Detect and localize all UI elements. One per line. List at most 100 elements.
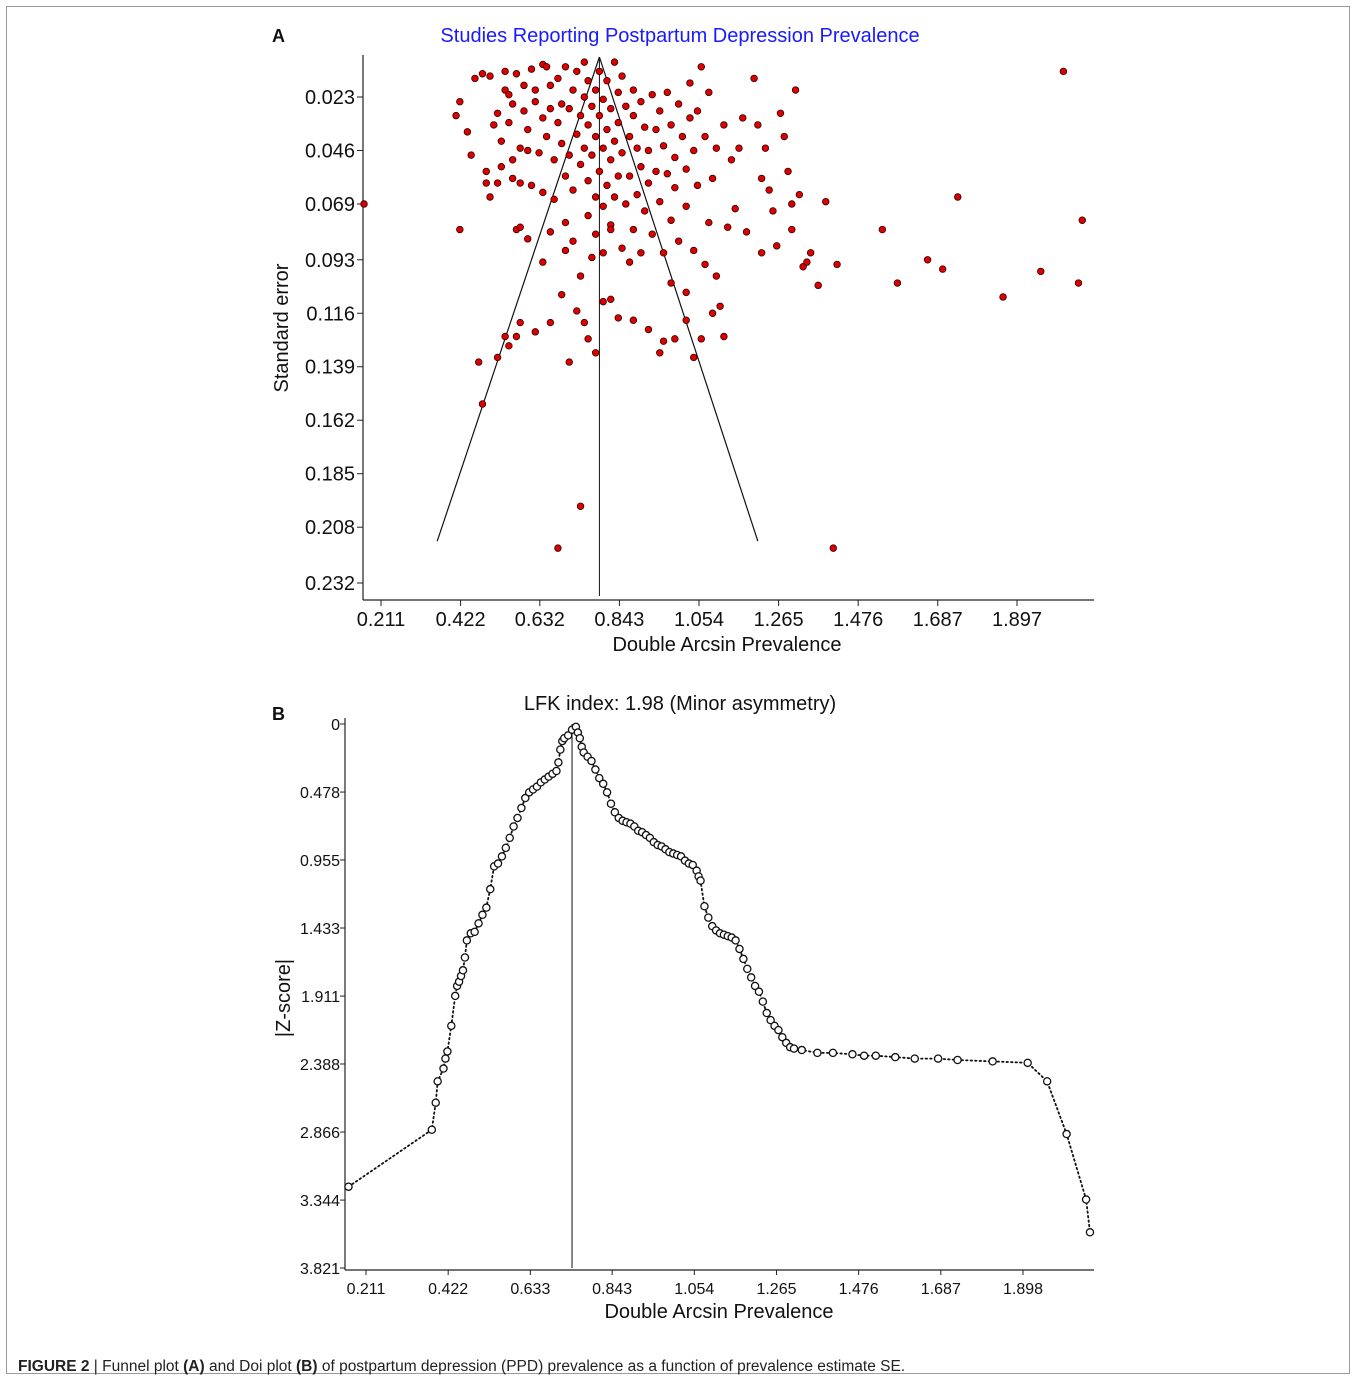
doi-point <box>700 901 709 911</box>
study-point <box>452 111 460 120</box>
panel-b-y-tick-label: 3.344 <box>300 1193 340 1210</box>
doi-point <box>443 1047 452 1056</box>
study-point <box>524 235 532 243</box>
study-point <box>588 253 596 262</box>
study-point <box>682 165 690 173</box>
study-point <box>690 246 698 255</box>
study-point <box>550 195 558 204</box>
panel-a-x-tick-label: 1.687 <box>913 609 963 631</box>
panel-b-y-tick-label: 0 <box>331 717 340 734</box>
study-point <box>637 163 645 171</box>
study-point <box>478 400 487 408</box>
study-point <box>742 228 751 236</box>
study-point <box>561 172 570 180</box>
study-point <box>493 179 502 187</box>
study-point <box>497 137 506 145</box>
caption-ref-a: (A) <box>183 1358 205 1375</box>
study-point <box>584 77 592 85</box>
caption-text-2: and Doi plot <box>204 1358 296 1375</box>
doi-point <box>447 1021 456 1031</box>
study-point <box>360 200 368 208</box>
study-point <box>482 179 490 187</box>
doi-point <box>575 733 585 743</box>
study-point <box>644 146 653 155</box>
study-point <box>701 132 709 141</box>
study-point <box>508 100 517 108</box>
panel-a-y-tick-label: 0.023 <box>305 87 355 109</box>
study-point <box>531 328 539 336</box>
doi-point <box>606 799 616 808</box>
study-point <box>622 200 630 208</box>
figure-frame <box>6 6 1350 1374</box>
panel-b-x-tick-label: 1.898 <box>1003 1281 1043 1298</box>
study-point <box>595 67 604 76</box>
study-point <box>595 111 604 120</box>
study-point <box>527 65 536 73</box>
study-point <box>505 118 513 127</box>
panel-b-y-tick-label: 0.478 <box>300 785 340 802</box>
study-point <box>603 181 611 190</box>
panel-b-x-tick-label: 1.265 <box>756 1281 796 1298</box>
doi-point <box>497 852 507 861</box>
doi-point <box>871 1051 881 1060</box>
doi-point <box>1042 1077 1052 1086</box>
study-point <box>629 225 638 234</box>
caption-text-3: of postpartum depression (PPD) prevalenc… <box>317 1358 906 1375</box>
study-point <box>682 316 690 324</box>
study-point <box>512 70 521 78</box>
panel-b-x-tick-label: 0.843 <box>592 1281 632 1298</box>
study-point <box>701 260 709 269</box>
study-point <box>580 318 589 327</box>
study-point <box>524 146 532 155</box>
study-point <box>878 225 887 234</box>
study-point <box>693 181 702 190</box>
study-point <box>607 104 615 113</box>
study-point <box>682 202 690 210</box>
study-point <box>527 181 536 190</box>
doi-point <box>739 954 748 964</box>
panel-a-title: Studies Reporting Postpartum Depression … <box>440 25 919 47</box>
study-point <box>580 93 589 101</box>
study-point <box>1078 216 1086 224</box>
panel-a-x-tick-label: 0.211 <box>357 609 406 631</box>
study-point <box>652 125 660 134</box>
study-point <box>667 216 675 224</box>
study-point <box>633 144 641 152</box>
study-point <box>727 156 736 164</box>
study-point <box>629 111 638 120</box>
panel-b-plot-area: 0.211 0.422 0.633 0.843 1.054 1.265 1.476 1.687… <box>300 717 1095 1298</box>
study-point <box>607 156 615 164</box>
study-point <box>599 95 607 104</box>
panel-a-x-tick-label: 0.632 <box>515 609 565 631</box>
study-point <box>705 88 713 97</box>
panel-a-x-tick-label: 1.054 <box>674 609 724 631</box>
study-point <box>569 86 577 94</box>
doi-point <box>517 803 526 813</box>
study-point <box>505 90 513 99</box>
panel-b-x-tick-label: 1.687 <box>921 1281 961 1298</box>
panel-b-x-tick-label: 0.211 <box>347 1281 386 1298</box>
study-point <box>591 86 600 94</box>
study-point <box>637 249 645 257</box>
study-point <box>776 109 785 117</box>
study-point <box>576 272 585 280</box>
study-point <box>803 258 811 266</box>
study-point <box>565 151 573 159</box>
doi-point <box>462 936 472 945</box>
doi-point <box>450 991 460 1001</box>
doi-point <box>493 859 503 868</box>
panel-a-y-tick-label: 0.185 <box>305 464 355 486</box>
panel-b-x-axis-label: Double Arcsin Prevalence <box>604 1301 833 1323</box>
study-point <box>557 100 566 108</box>
panel-b-x-tick-label: 0.422 <box>428 1281 468 1298</box>
caption-ref-b: (B) <box>296 1358 318 1375</box>
study-point <box>607 225 615 234</box>
study-point <box>614 172 622 180</box>
study-point <box>780 132 788 141</box>
study-point <box>674 100 683 108</box>
study-point <box>493 353 502 362</box>
study-point <box>674 237 683 245</box>
study-point <box>591 349 600 357</box>
study-point <box>546 318 555 327</box>
